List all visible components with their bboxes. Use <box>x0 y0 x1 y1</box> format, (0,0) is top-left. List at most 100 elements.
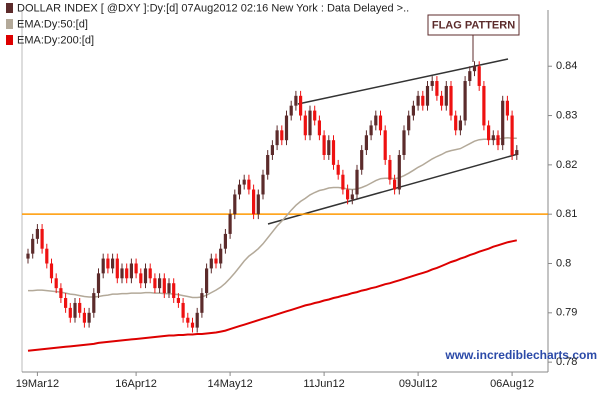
candle-body <box>369 125 373 136</box>
candle-body <box>200 293 204 313</box>
candle-body <box>242 179 246 185</box>
candle-body <box>228 214 232 234</box>
candle-body <box>261 174 265 195</box>
candle-body <box>331 140 336 165</box>
candle-body <box>158 278 162 289</box>
candle-body <box>397 154 401 190</box>
candle-body <box>496 135 500 146</box>
candle-body <box>252 189 256 215</box>
legend-label: EMA:Dy:200:[d] <box>17 34 94 46</box>
candle-body <box>68 307 72 318</box>
candle-body <box>45 248 49 264</box>
candle-body <box>364 135 368 151</box>
candle-body <box>280 130 284 141</box>
y-tick-label: 0.84 <box>556 60 577 72</box>
candle-body <box>186 317 190 323</box>
candle-body <box>393 179 397 190</box>
ema-line <box>28 136 517 299</box>
candle-body <box>270 145 274 155</box>
candle-body <box>223 233 227 249</box>
candle-body <box>78 302 82 313</box>
candle-body <box>87 312 91 323</box>
candle-body <box>463 81 467 121</box>
x-tick-label: 09Jul12 <box>399 378 438 390</box>
candle-body <box>327 140 331 155</box>
candle-body <box>35 228 39 239</box>
candle-body <box>374 115 378 126</box>
candle-body <box>96 273 101 294</box>
candle-body <box>176 298 180 303</box>
candle-body <box>505 100 509 116</box>
candle-body <box>308 110 312 136</box>
watermark: www.incrediblecharts.com <box>444 348 597 362</box>
x-tick-label: 06Aug12 <box>490 378 534 390</box>
candle-body <box>275 130 279 146</box>
candle-body <box>237 184 242 195</box>
annotation-box <box>427 14 520 36</box>
legend-swatch <box>6 35 13 45</box>
candle-body <box>468 71 472 82</box>
candle-body <box>134 263 138 274</box>
candle-body <box>458 120 462 131</box>
candle-body <box>233 194 237 215</box>
candle-body <box>477 66 481 86</box>
candle-body <box>172 283 176 299</box>
candle-body <box>92 293 96 313</box>
y-tick-label: 0.82 <box>556 159 577 171</box>
y-tick-label: 0.78 <box>556 356 577 368</box>
candle-body <box>510 115 514 155</box>
candle-body <box>106 258 110 269</box>
candle-body <box>120 268 124 279</box>
candle-body <box>54 278 58 289</box>
candle-body <box>148 268 152 279</box>
legend-swatch <box>6 3 13 13</box>
candle-body <box>322 135 326 155</box>
candle-body <box>336 164 340 175</box>
candle-body <box>195 312 199 328</box>
y-tick-label: 0.79 <box>556 307 577 319</box>
candle-body <box>111 258 115 269</box>
candle-body <box>266 154 270 175</box>
candle-body <box>449 85 453 116</box>
ema-line <box>27 239 518 352</box>
legend-swatch <box>6 19 13 29</box>
candle-body <box>26 253 30 259</box>
candle-body <box>360 150 364 170</box>
candle-body <box>256 194 260 215</box>
candle-body <box>378 115 383 131</box>
candle-body <box>125 268 129 279</box>
candle-body <box>303 115 307 136</box>
y-tick-label: 0.81 <box>556 208 577 220</box>
candle-body <box>40 228 44 249</box>
candle-body <box>284 115 289 141</box>
candle-body <box>317 120 321 136</box>
candle-body <box>167 283 171 294</box>
candle-body <box>294 95 298 106</box>
x-tick-label: 19Mar12 <box>16 378 59 390</box>
annotation: FLAG PATTERN <box>432 19 515 31</box>
candle-body <box>190 322 195 328</box>
candle-body <box>440 95 444 106</box>
candle-body <box>219 248 223 264</box>
candle-body <box>515 150 519 155</box>
candle-body <box>181 302 185 318</box>
candle-body <box>501 100 505 146</box>
x-tick-label: 14May12 <box>207 378 252 390</box>
candle-body <box>430 81 434 86</box>
x-tick-label: 11Jun12 <box>303 378 344 390</box>
candle-body <box>49 263 54 279</box>
candle-body <box>416 95 420 106</box>
candle-body <box>64 298 68 308</box>
candle-body <box>421 95 425 106</box>
y-tick-label: 0.83 <box>556 109 577 121</box>
candle-body <box>247 179 251 190</box>
legend-label: EMA:Dy:50:[d] <box>17 18 88 30</box>
candle-body <box>129 263 133 279</box>
candle-body <box>31 238 35 254</box>
candle-body <box>472 66 477 72</box>
candle-body <box>402 130 406 155</box>
candle-body <box>355 169 359 195</box>
candle-body <box>101 258 105 274</box>
